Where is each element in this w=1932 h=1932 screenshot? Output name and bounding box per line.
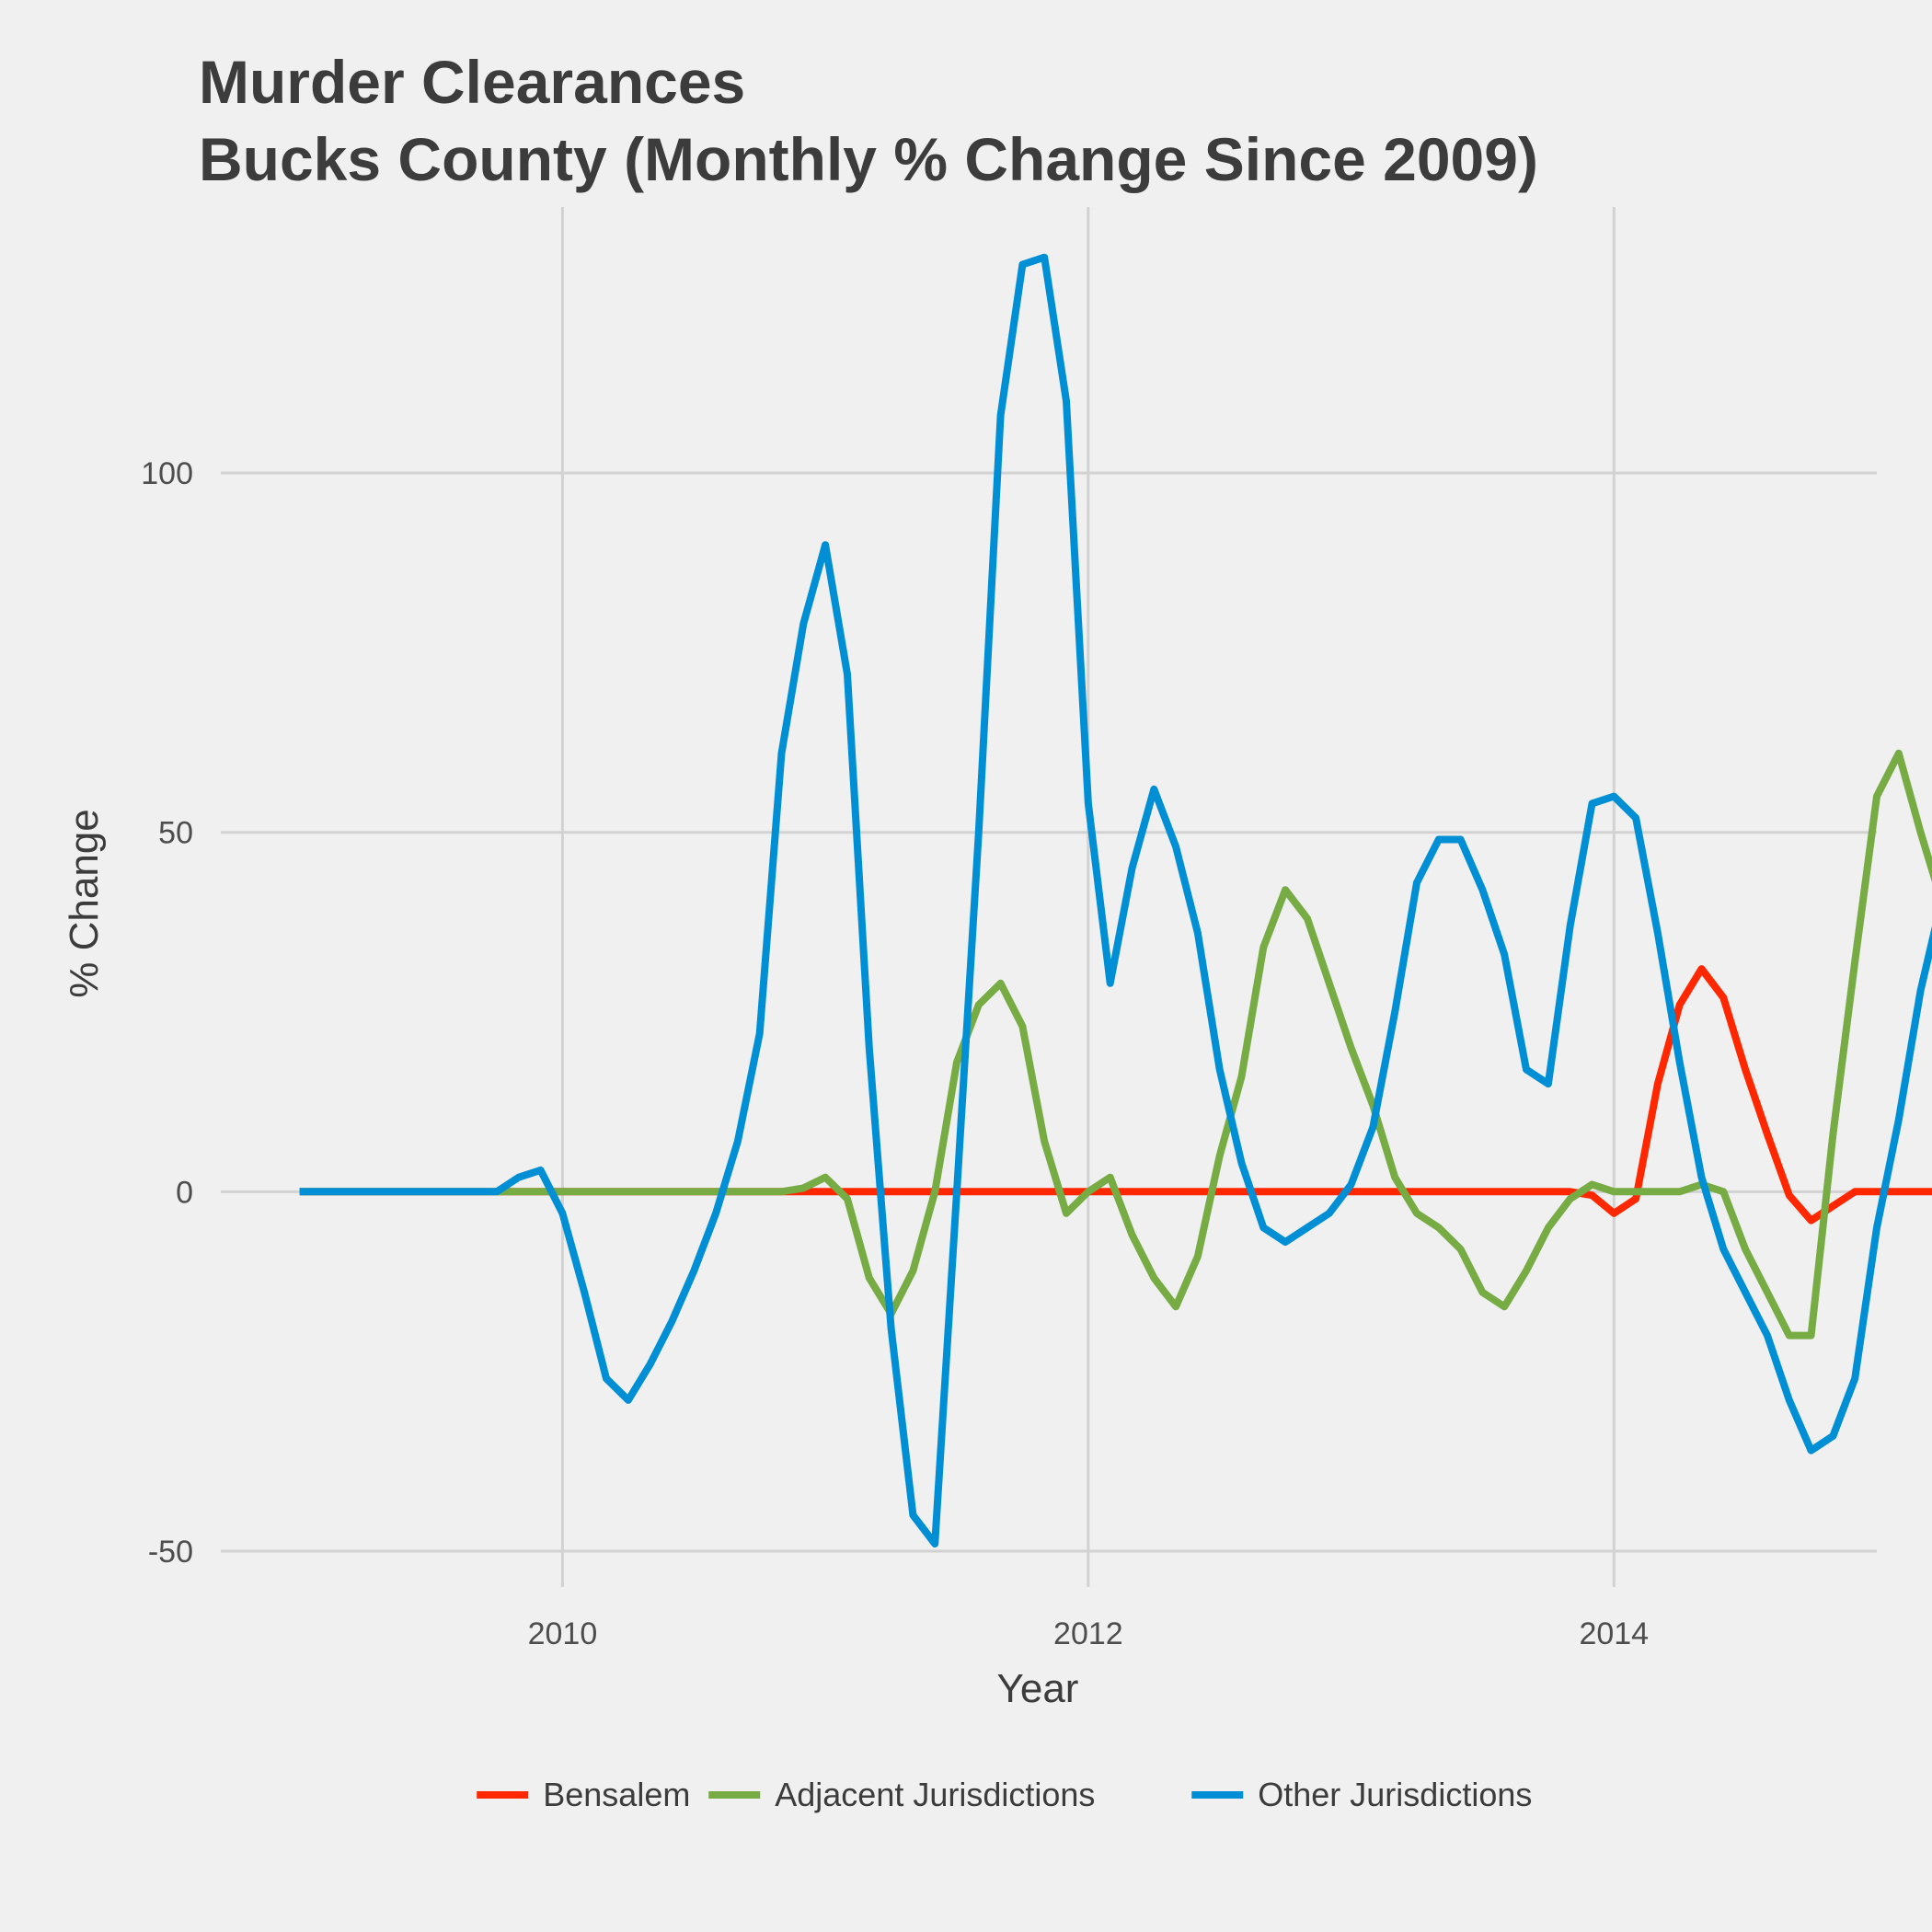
x-tick-label: 2014 — [1579, 1616, 1649, 1651]
x-tick-label: 2010 — [528, 1616, 598, 1651]
legend-item-adjacent-jurisdictions: Adjacent Jurisdictions — [708, 1776, 1095, 1813]
y-tick-label: 100 — [141, 456, 193, 491]
legend: Bensalem Adjacent Jurisdictions Other Juri… — [477, 1776, 1532, 1813]
series-line-adjacent-jurisdictions — [299, 749, 1932, 1340]
tick-labels: -50 0 50 100 2010 2012 2014 — [141, 456, 1649, 1651]
chart-title-line-1: Murder Clearances — [199, 48, 745, 116]
legend-item-bensalem: Bensalem — [477, 1776, 690, 1813]
legend-item-other-jurisdictions: Other Jurisdictions — [1191, 1776, 1532, 1813]
y-tick-label: 0 — [176, 1175, 193, 1210]
y-axis-title: % Change — [62, 809, 107, 997]
legend-label: Other Jurisdictions — [1258, 1776, 1532, 1813]
legend-label: Bensalem — [543, 1776, 690, 1813]
series-lines — [299, 253, 1932, 1548]
x-tick-label: 2012 — [1053, 1616, 1123, 1651]
chart-title-line-2: Bucks County (Monthly % Change Since 200… — [199, 125, 1538, 193]
y-tick-label: 50 — [158, 816, 193, 851]
series-line-other-jurisdictions — [299, 253, 1932, 1548]
y-tick-label: -50 — [148, 1535, 193, 1570]
x-axis-title: Year — [997, 1666, 1079, 1711]
legend-label: Adjacent Jurisdictions — [775, 1776, 1095, 1813]
